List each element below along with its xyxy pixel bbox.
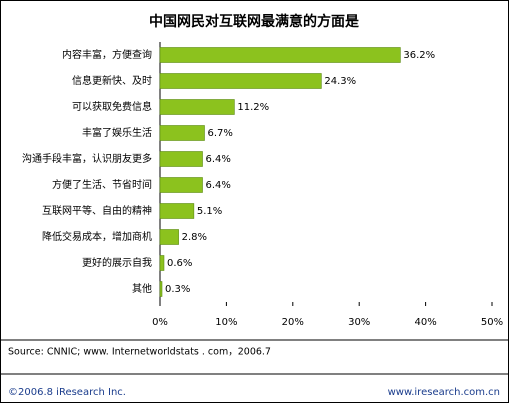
website: www.iresearch.com.cn — [388, 387, 500, 398]
x-tick-label: 50% — [481, 317, 503, 328]
bar — [159, 47, 401, 63]
value-label: 6.4% — [205, 154, 230, 165]
value-label: 24.3% — [324, 76, 356, 87]
category-label: 可以获取免费信息 — [72, 100, 152, 113]
chart-title: 中国网民对互联网最满意的方面是 — [149, 13, 360, 30]
value-label: 0.3% — [165, 284, 190, 295]
category-label: 沟通手段丰富，认识朋友更多 — [22, 152, 152, 165]
value-label: 6.4% — [205, 180, 230, 191]
x-tick-label: 40% — [414, 317, 436, 328]
category-label: 信息更新快、及时 — [72, 74, 152, 87]
x-tick-label: 0% — [152, 317, 168, 328]
x-tick-label: 10% — [215, 317, 237, 328]
bar — [159, 281, 163, 297]
bar — [159, 125, 205, 141]
category-label: 互联网平等、自由的精神 — [42, 204, 152, 217]
category-label: 方便了生活、节省时间 — [52, 178, 152, 191]
value-label: 6.7% — [207, 128, 232, 139]
value-label: 0.6% — [167, 258, 192, 269]
bar — [159, 229, 179, 245]
value-label: 36.2% — [403, 50, 435, 61]
category-label: 丰富了娱乐生活 — [82, 126, 152, 139]
bar — [159, 203, 195, 219]
bar — [159, 177, 203, 193]
value-label: 2.8% — [182, 232, 207, 243]
category-label: 降低交易成本，增加商机 — [42, 230, 152, 243]
x-tick-label: 30% — [348, 317, 370, 328]
bar — [159, 99, 235, 115]
value-label: 5.1% — [197, 206, 222, 217]
bar — [159, 255, 165, 271]
source: Source: CNNIC; www. Internetworldstats .… — [8, 347, 271, 358]
bar — [159, 151, 203, 167]
category-label: 内容丰富，方便查询 — [62, 48, 152, 61]
category-label: 其他 — [132, 282, 152, 295]
category-label: 更好的展示自我 — [82, 256, 152, 269]
copyright: ©2006.8 iResearch Inc. — [8, 387, 126, 398]
bar — [159, 73, 322, 89]
value-label: 11.2% — [237, 102, 269, 113]
x-tick-label: 20% — [282, 317, 304, 328]
